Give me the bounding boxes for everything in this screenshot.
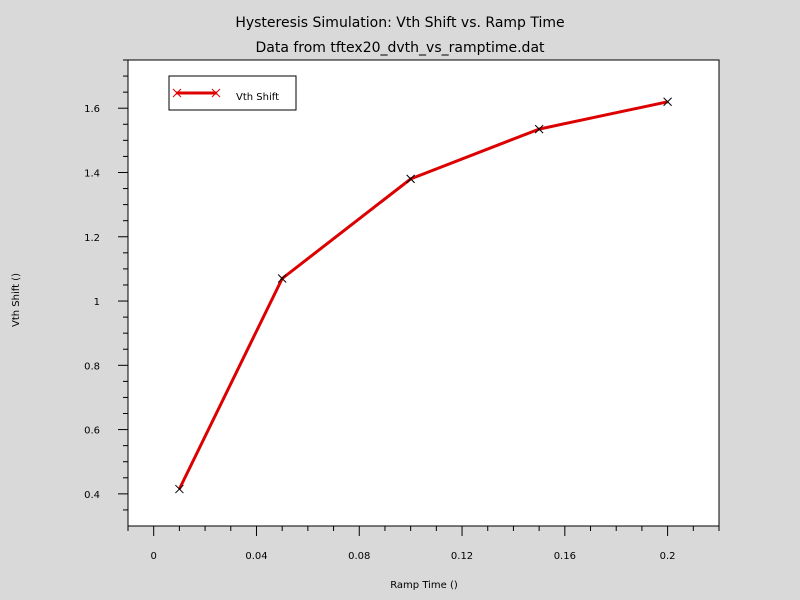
data-point-marker: [175, 484, 184, 494]
data-point-marker: [534, 124, 544, 134]
plot-area: [127, 59, 720, 527]
y-tick-label: 1: [94, 297, 100, 308]
y-tick-label: 0.4: [84, 490, 100, 501]
y-tick-label: 1.4: [84, 168, 100, 179]
x-tick-label: 0.08: [348, 551, 370, 562]
y-tick-label: 0.8: [84, 361, 100, 372]
x-tick-label: 0.2: [660, 551, 676, 562]
y-axis-label: Vth Shift (): [11, 273, 22, 327]
legend-marker: [172, 88, 221, 98]
x-tick-label: 0.16: [554, 551, 576, 562]
data-point-marker: [277, 274, 287, 283]
chart-subtitle: Data from tftex20_dvth_vs_ramptime.dat: [255, 40, 545, 56]
x-tick-label: 0.04: [245, 551, 267, 562]
legend-label: Vth Shift: [236, 92, 279, 103]
data-point-marker: [406, 174, 416, 184]
y-tick-label: 1.6: [84, 104, 100, 115]
y-tick-label: 1.2: [84, 233, 100, 244]
legend: Vth Shift: [168, 75, 297, 111]
y-tick-label: 0.6: [84, 426, 100, 437]
data-point-marker: [663, 97, 672, 107]
chart-title: Hysteresis Simulation: Vth Shift vs. Ram…: [235, 15, 564, 31]
x-tick-label: 0.12: [451, 551, 473, 562]
x-tick-label: 0: [151, 551, 157, 562]
x-axis-label: Ramp Time (): [390, 580, 458, 591]
axes: 0.4 0.6 0.8 1 1.2 1.4 1.6 0 0.04 0.08 0.12 0.16 0.2: [84, 59, 720, 562]
series-group: [175, 97, 672, 494]
